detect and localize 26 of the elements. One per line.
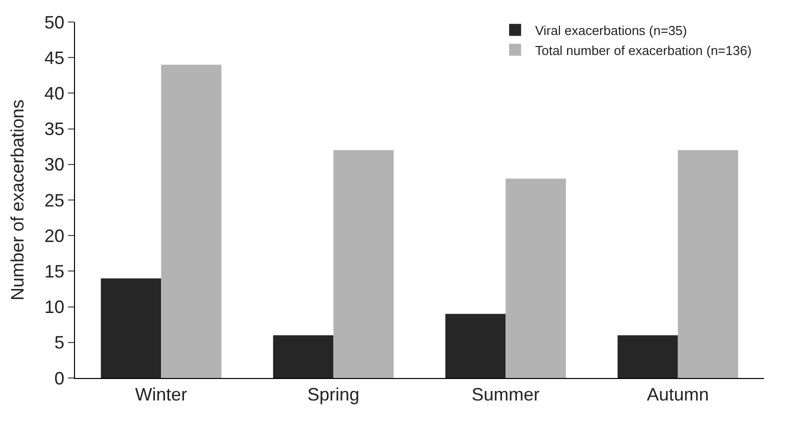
legend-label: Total number of exacerbation (n=136) [535,42,752,58]
bar [618,335,678,378]
x-tick-label: Spring [307,384,360,405]
y-tick-label: 35 [44,119,64,140]
bar [678,150,738,378]
legend-label: Viral exacerbations (n=35) [535,22,687,38]
x-tick-label: Summer [472,384,540,405]
y-axis-title: Number of exacerbations [8,99,28,301]
bar [506,178,566,378]
y-tick-label: 40 [44,84,64,104]
x-tick-label: Autumn [646,384,709,405]
x-tick-label: Winter [135,384,188,405]
y-tick-label: 15 [44,262,64,282]
bar [161,64,222,378]
y-tick-label: 25 [44,190,64,210]
y-tick-label: 0 [54,368,64,388]
y-tick-label: 10 [44,297,64,318]
y-tick-label: 30 [44,154,64,175]
bar [100,278,162,378]
bar [333,150,394,378]
y-tick-label: 20 [44,226,64,246]
bar [273,335,334,378]
y-tick-label: 5 [54,332,64,353]
y-tick-label: 45 [44,48,64,68]
bar [445,314,506,378]
y-tick-label: 50 [44,12,64,32]
